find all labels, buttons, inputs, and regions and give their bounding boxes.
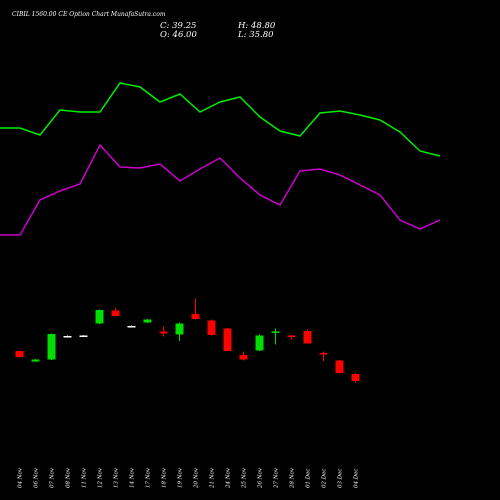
candle-body xyxy=(175,323,184,335)
candle-body xyxy=(207,320,216,335)
candle-body xyxy=(63,336,72,338)
candle-body xyxy=(143,319,152,323)
candle xyxy=(319,351,328,361)
candle-body xyxy=(15,351,24,357)
x-tick-label: 18 Nov xyxy=(162,467,168,488)
x-tick-label: 25 Nov xyxy=(242,467,248,489)
candle-body xyxy=(223,328,232,351)
candle xyxy=(207,319,216,336)
candle xyxy=(271,328,280,345)
x-tick-label: 03 Dec xyxy=(338,469,344,489)
x-tick-label: 28 Nov xyxy=(290,467,296,489)
high-label: H: 48.80 xyxy=(237,21,276,31)
candle xyxy=(95,309,104,324)
indicator-line-2 xyxy=(0,143,441,236)
x-tick-label: 08 Nov xyxy=(66,467,72,488)
x-tick-label: 21 Nov xyxy=(210,467,216,489)
candle xyxy=(287,335,296,340)
x-tick-label: 02 Dec xyxy=(322,469,328,489)
close-label: C: 39.25 xyxy=(160,21,196,31)
candle-body xyxy=(111,310,120,316)
candle-body xyxy=(95,310,104,324)
candle xyxy=(127,325,136,328)
candle-body xyxy=(127,326,136,328)
x-tick-label: 07 Nov xyxy=(50,467,56,488)
candle xyxy=(175,322,184,341)
x-tick-label: 06 Nov xyxy=(34,467,40,488)
x-tick-label: 19 Nov xyxy=(178,467,184,488)
candle-body xyxy=(319,353,328,355)
candle-body xyxy=(79,335,88,337)
x-tick-label: 04 Dec xyxy=(354,469,360,489)
candle xyxy=(351,373,360,383)
candle xyxy=(79,335,88,337)
candle-body xyxy=(303,331,312,344)
candle-body xyxy=(271,331,280,333)
indicator-lines xyxy=(0,82,441,236)
candle xyxy=(255,334,264,351)
candle-body xyxy=(47,334,56,360)
candle xyxy=(47,333,56,360)
low-label: L: 35.80 xyxy=(237,30,274,40)
open-label: O: 46.00 xyxy=(160,30,197,40)
candle xyxy=(303,329,312,344)
candle-body xyxy=(287,335,296,337)
candle-body xyxy=(239,355,248,360)
indicator-line-1 xyxy=(0,82,441,157)
candle-body xyxy=(31,359,40,362)
candle xyxy=(143,319,152,323)
x-tick-label: 24 Nov xyxy=(226,467,232,489)
x-tick-label: 14 Nov xyxy=(130,467,136,488)
x-tick-label: 27 Nov xyxy=(274,467,280,489)
candle-body xyxy=(191,314,200,319)
candles xyxy=(15,298,360,383)
x-tick-label: 01 Dec xyxy=(306,469,312,489)
candle xyxy=(239,351,248,361)
candle xyxy=(15,350,24,358)
x-tick-label: 11 Nov xyxy=(82,467,88,488)
candle xyxy=(63,335,72,338)
candle-body xyxy=(255,335,264,351)
candle-body xyxy=(159,331,168,334)
chart-title: CIBIL 1560.00 CE Option Chart MunafaSutr… xyxy=(12,11,166,18)
candle xyxy=(111,308,120,317)
x-tick-label: 13 Nov xyxy=(114,467,120,488)
x-tick-label: 04 Nov xyxy=(18,467,24,488)
candle xyxy=(335,360,344,374)
candle xyxy=(223,328,232,351)
x-tick-label: 26 Nov xyxy=(258,467,264,489)
x-tick-label: 12 Nov xyxy=(98,467,104,488)
x-tick-label: 17 Nov xyxy=(146,467,152,488)
candle xyxy=(159,326,168,337)
x-tick-label: 20 Nov xyxy=(194,467,200,489)
x-axis-ticks: 04 Nov 06 Nov 07 Nov 08 Nov 11 Nov 12 Nov 13 N… xyxy=(18,467,360,489)
candle xyxy=(31,359,40,362)
candle-body xyxy=(351,374,360,381)
candle xyxy=(191,298,200,320)
candle-body xyxy=(335,360,344,373)
